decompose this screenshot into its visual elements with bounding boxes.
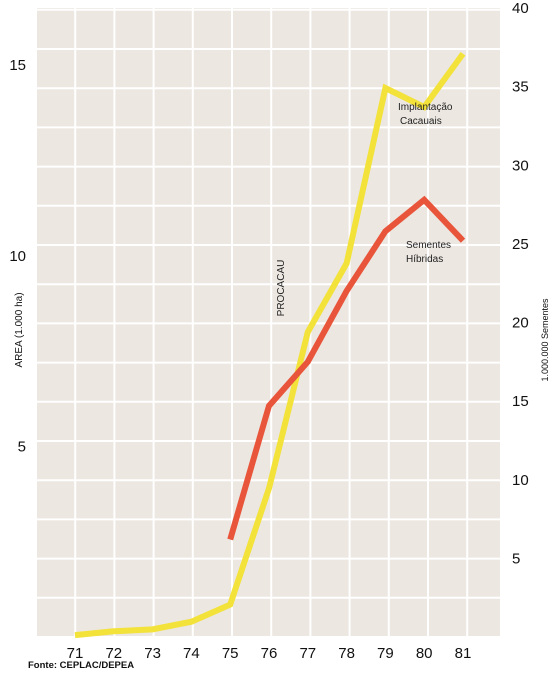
- y-right-tick-label: 20: [512, 315, 529, 332]
- grid: [35, 8, 500, 638]
- source-note: Fonte: CEPLAC/DEPEA: [28, 660, 134, 671]
- series-label-implantacao-line2: Cacauais: [400, 116, 442, 127]
- y-left-tick-label: 5: [18, 438, 26, 455]
- x-tick-label: 74: [183, 645, 200, 662]
- y-right-tick-label: 5: [512, 550, 520, 567]
- x-tick-label: 77: [299, 645, 316, 662]
- x-tick-label: 71: [67, 645, 84, 662]
- x-tick-label: 78: [338, 645, 355, 662]
- x-tick-label: 76: [261, 645, 278, 662]
- x-tick-label: 81: [455, 645, 472, 662]
- y-right-tick-label: 25: [512, 236, 529, 253]
- x-tick-label: 75: [222, 645, 239, 662]
- y-left-tick-label: 10: [9, 248, 26, 265]
- x-tick-label: 73: [144, 645, 161, 662]
- y-left-axis-label: AREA (1.000 ha): [14, 292, 25, 367]
- y-right-axis-label: 1.000.000 Sementes: [540, 298, 550, 382]
- tick-layer: 71 72 73 74 75 76 77 78 79 80 81 5 10 15 5 10 15 20 25 30 35…: [9, 0, 528, 662]
- series-layer: [74, 51, 466, 639]
- y-left-tick-label: 15: [9, 57, 26, 74]
- y-right-tick-label: 40: [512, 0, 529, 17]
- y-right-tick-label: 35: [512, 79, 529, 96]
- y-right-tick-label: 15: [512, 393, 529, 410]
- x-tick-label: 80: [416, 645, 433, 662]
- y-right-tick-label: 30: [512, 157, 529, 174]
- series-label-sementes-line2: Híbridas: [406, 254, 443, 265]
- procacau-annotation: PROCACAU: [276, 260, 287, 317]
- series-label-sementes-line1: Sementes: [406, 240, 451, 251]
- x-tick-label: 79: [377, 645, 394, 662]
- y-right-tick-label: 10: [512, 472, 529, 489]
- series-label-implantacao-line1: Implantação: [398, 102, 453, 113]
- x-tick-label: 72: [105, 645, 122, 662]
